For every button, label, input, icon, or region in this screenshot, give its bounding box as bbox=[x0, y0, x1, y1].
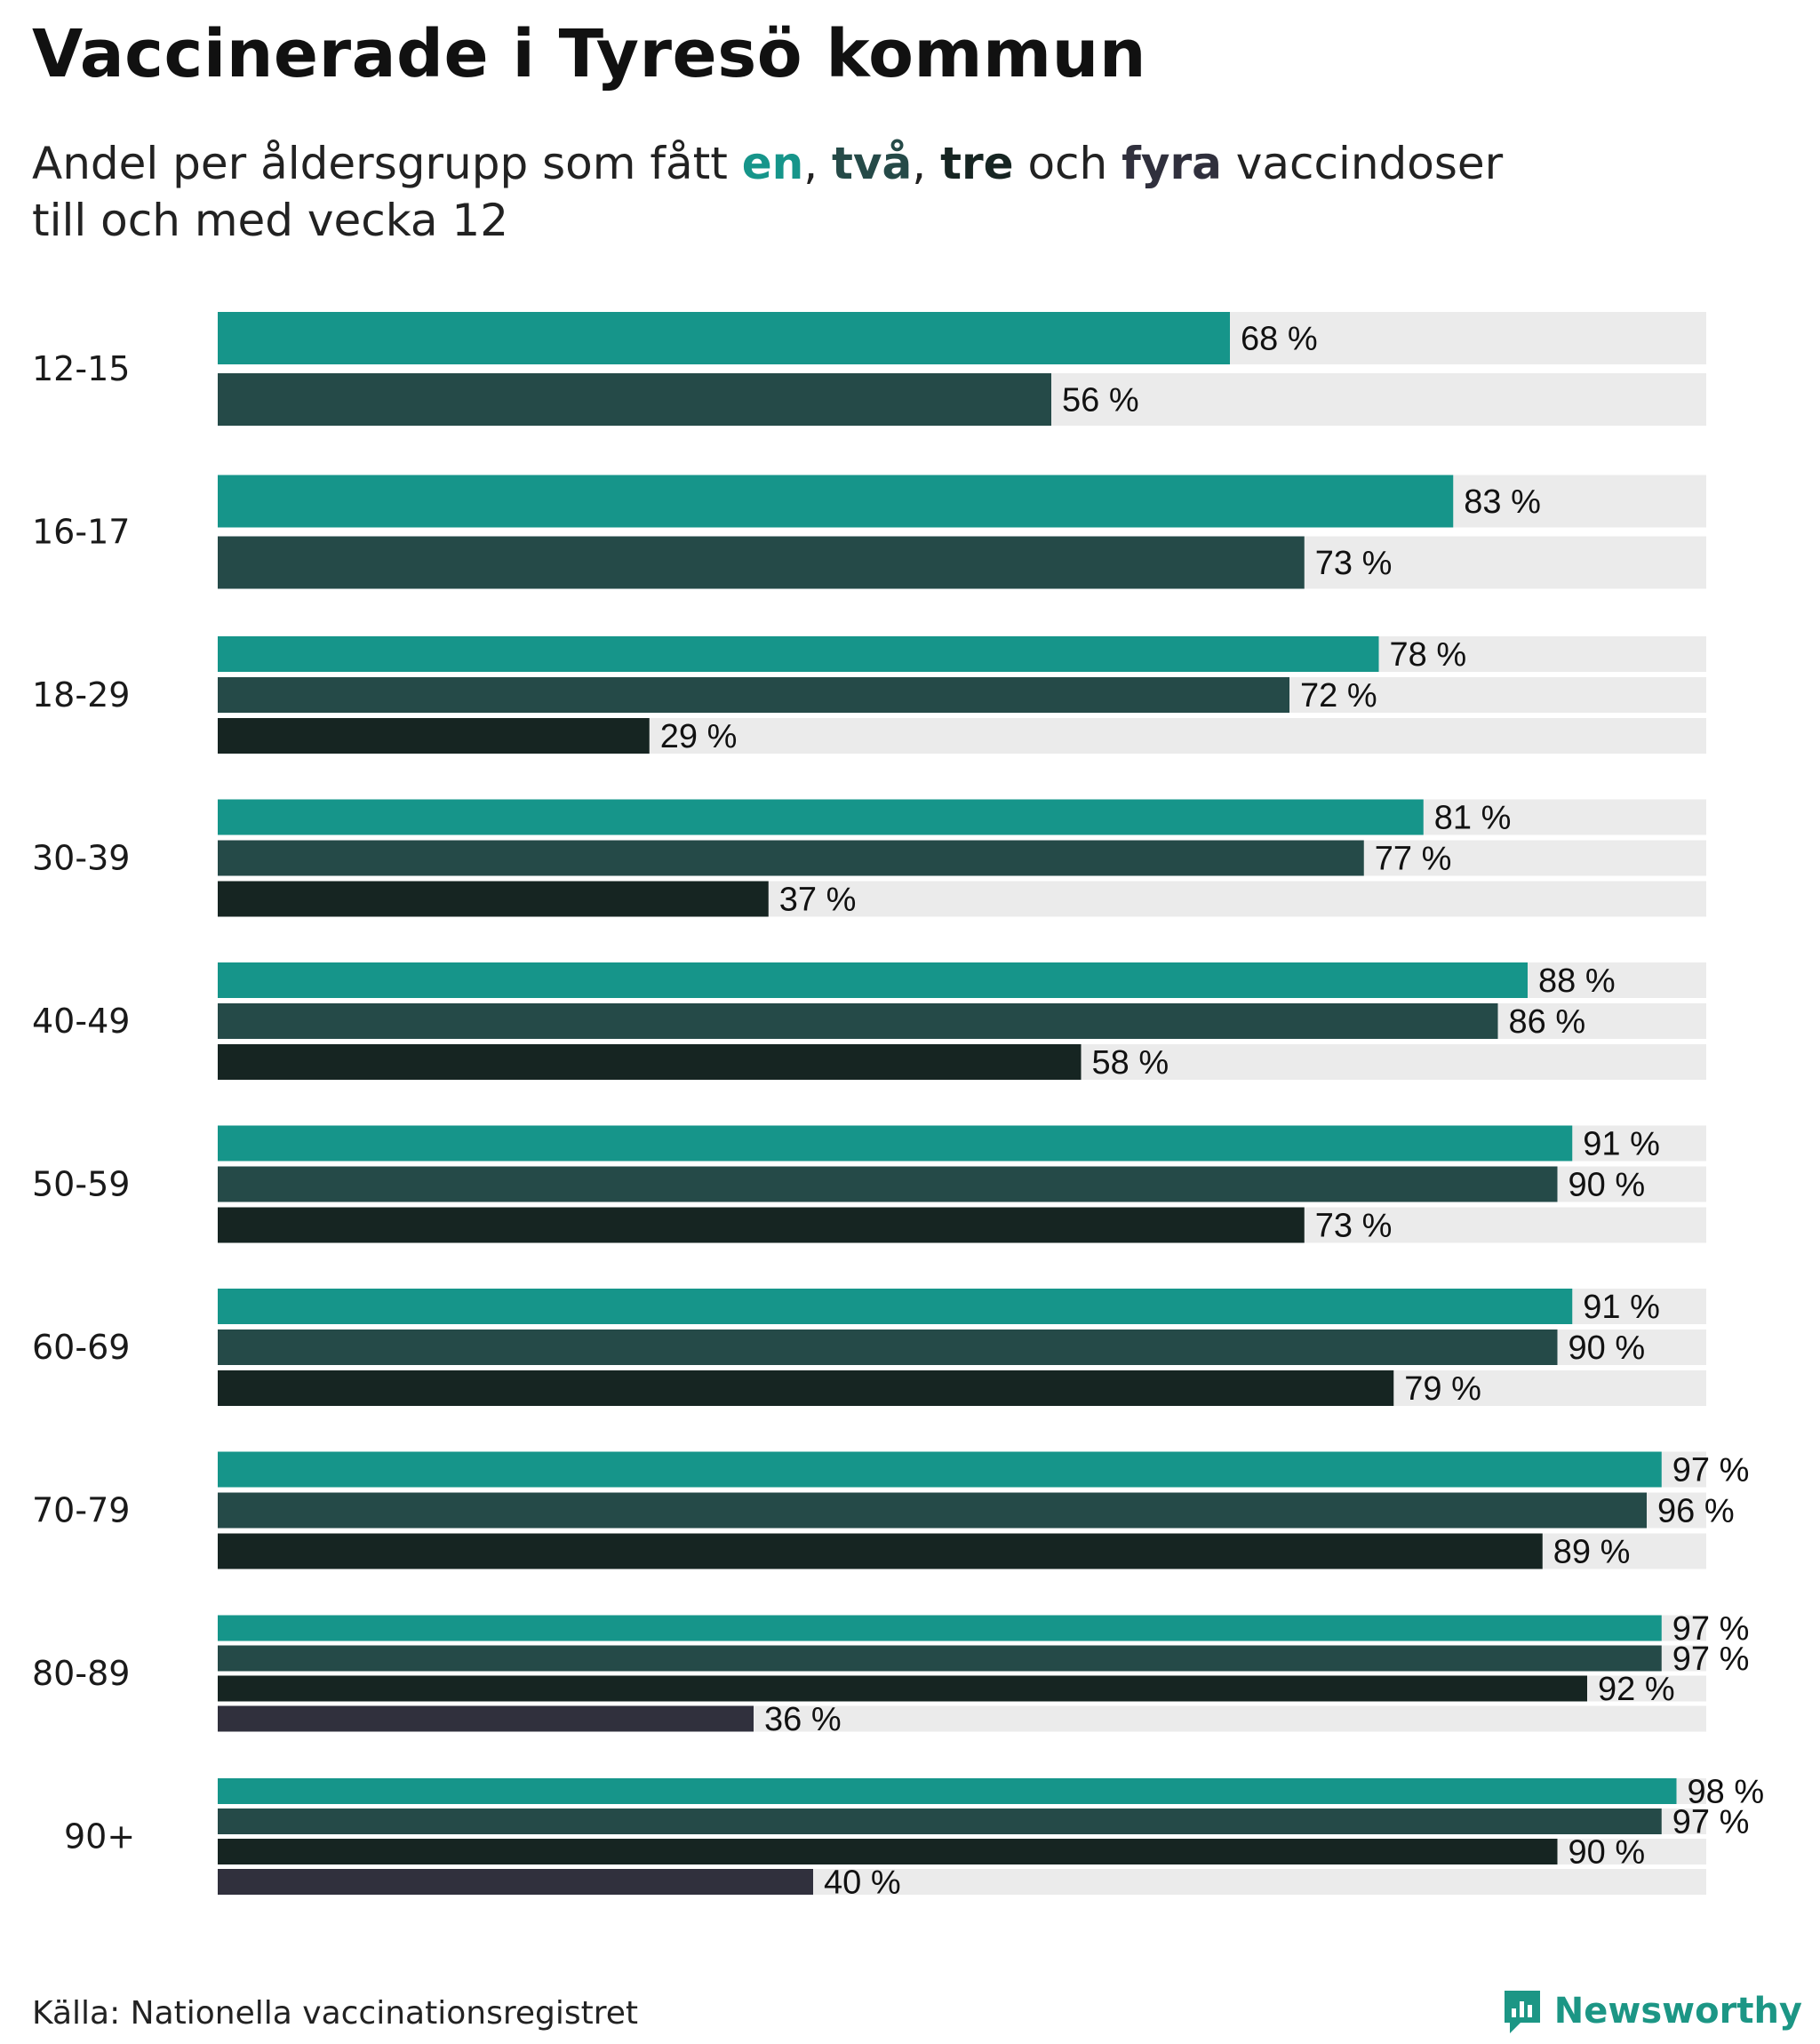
category-label: 50-59 bbox=[32, 1165, 130, 1204]
bar-value-label: 81 % bbox=[1434, 800, 1512, 837]
bar-value-label: 97 % bbox=[1672, 1804, 1750, 1841]
bar-value-label: 90 % bbox=[1569, 1167, 1646, 1204]
category-label: 30-39 bbox=[32, 839, 130, 878]
legend-dose-4: fyra bbox=[1122, 138, 1222, 189]
brand-name: Newsworthy bbox=[1553, 1991, 1802, 2032]
category-label: 18-29 bbox=[32, 675, 130, 715]
bar-dose-3 bbox=[218, 1207, 1305, 1243]
bar-value-label: 91 % bbox=[1583, 1289, 1660, 1326]
bar-dose-3 bbox=[218, 1675, 1587, 1702]
vaccination-bar-chart: 12-15 68 % 56 % 16-17 83 % 73 % 18-29 78 % 72 % 2… bbox=[32, 312, 1765, 1902]
bar-value-label: 56 % bbox=[1062, 382, 1139, 419]
category-label: 16-17 bbox=[32, 513, 130, 552]
bar-dose-4 bbox=[218, 1705, 754, 1732]
legend-dose-1: en bbox=[741, 138, 804, 189]
category-label: 70-79 bbox=[32, 1491, 130, 1530]
bar-dose-4 bbox=[218, 1869, 813, 1895]
category-label: 60-69 bbox=[32, 1328, 130, 1367]
bar-value-label: 79 % bbox=[1404, 1370, 1481, 1408]
bar-dose-3 bbox=[218, 1839, 1558, 1864]
subtitle-line-2: till och med vecka 12 bbox=[32, 195, 509, 246]
bar-value-label: 98 % bbox=[1688, 1774, 1765, 1811]
bar-dose-1 bbox=[218, 1125, 1573, 1162]
chart-title: Vaccinerade i Tyresö kommun bbox=[32, 16, 1147, 92]
bar-dose-1 bbox=[218, 475, 1454, 528]
bar-value-label: 68 % bbox=[1241, 321, 1318, 358]
bar-dose-2 bbox=[218, 840, 1364, 876]
bar-value-label: 91 % bbox=[1583, 1126, 1660, 1163]
category-label: 80-89 bbox=[32, 1654, 130, 1693]
category-label: 40-49 bbox=[32, 1002, 130, 1041]
bar-dose-2 bbox=[218, 1492, 1647, 1529]
newsworthy-logo-icon bbox=[1504, 1991, 1540, 2033]
bar-value-label: 86 % bbox=[1509, 1003, 1586, 1041]
bar-value-label: 29 % bbox=[660, 718, 738, 755]
bar-dose-3 bbox=[218, 718, 650, 754]
bar-dose-1 bbox=[218, 1451, 1662, 1488]
bar-value-label: 96 % bbox=[1657, 1493, 1735, 1530]
category-label: 90+ bbox=[64, 1817, 135, 1856]
bar-dose-1 bbox=[218, 1615, 1662, 1641]
bar-dose-2 bbox=[218, 536, 1305, 589]
bar-dose-1 bbox=[218, 1289, 1573, 1324]
bar-dose-1 bbox=[218, 312, 1230, 364]
bar-value-label: 37 % bbox=[779, 882, 857, 919]
subtitle-separator: , bbox=[912, 138, 941, 189]
bar-value-label: 90 % bbox=[1569, 1834, 1646, 1872]
subtitle-conjunction: och bbox=[1013, 138, 1122, 189]
bar-dose-1 bbox=[218, 962, 1528, 998]
bar-dose-3 bbox=[218, 1044, 1082, 1080]
bar-value-label: 73 % bbox=[1315, 545, 1393, 582]
bar-dose-2 bbox=[218, 1166, 1558, 1202]
bar-dose-1 bbox=[218, 636, 1379, 672]
bar-value-label: 90 % bbox=[1569, 1329, 1646, 1367]
bar-dose-1 bbox=[218, 1778, 1677, 1804]
bar-value-label: 89 % bbox=[1553, 1534, 1631, 1571]
bar-dose-2 bbox=[218, 1808, 1662, 1834]
bar-value-label: 78 % bbox=[1390, 636, 1467, 674]
subtitle-prefix: Andel per åldersgrupp som fått bbox=[32, 138, 742, 189]
bar-dose-3 bbox=[218, 1370, 1394, 1406]
bar-dose-3 bbox=[218, 1533, 1543, 1569]
bar-dose-3 bbox=[218, 881, 769, 917]
bar-value-label: 72 % bbox=[1300, 677, 1377, 715]
source-note: Källa: Nationella vaccinationsregistret bbox=[32, 1995, 638, 2032]
bar-value-label: 97 % bbox=[1672, 1452, 1750, 1489]
bar-dose-2 bbox=[218, 373, 1051, 426]
bar-dose-2 bbox=[218, 677, 1289, 713]
bar-value-label: 36 % bbox=[764, 1701, 842, 1738]
bar-value-label: 88 % bbox=[1538, 962, 1616, 1000]
legend-dose-3: tre bbox=[940, 138, 1014, 189]
bar-value-label: 83 % bbox=[1464, 483, 1541, 521]
bar-dose-2 bbox=[218, 1329, 1558, 1365]
bar-value-label: 58 % bbox=[1092, 1044, 1169, 1082]
bar-dose-2 bbox=[218, 1003, 1498, 1039]
bar-value-label: 40 % bbox=[824, 1864, 901, 1902]
bar-value-label: 97 % bbox=[1672, 1610, 1750, 1648]
bar-value-label: 97 % bbox=[1672, 1641, 1750, 1678]
chart-subtitle: Andel per åldersgrupp som fått en, två, … bbox=[32, 135, 1720, 249]
brand-logo: Newsworthy bbox=[1501, 1987, 1802, 2035]
bar-value-label: 92 % bbox=[1598, 1671, 1675, 1708]
subtitle-suffix: vaccindoser bbox=[1221, 138, 1504, 189]
bar-value-label: 77 % bbox=[1375, 841, 1452, 878]
subtitle-separator: , bbox=[803, 138, 833, 189]
bar-dose-2 bbox=[218, 1645, 1662, 1672]
bar-value-label: 73 % bbox=[1315, 1208, 1393, 1245]
category-label: 12-15 bbox=[32, 349, 130, 388]
legend-dose-2: två bbox=[832, 138, 913, 189]
bar-dose-1 bbox=[218, 799, 1424, 835]
